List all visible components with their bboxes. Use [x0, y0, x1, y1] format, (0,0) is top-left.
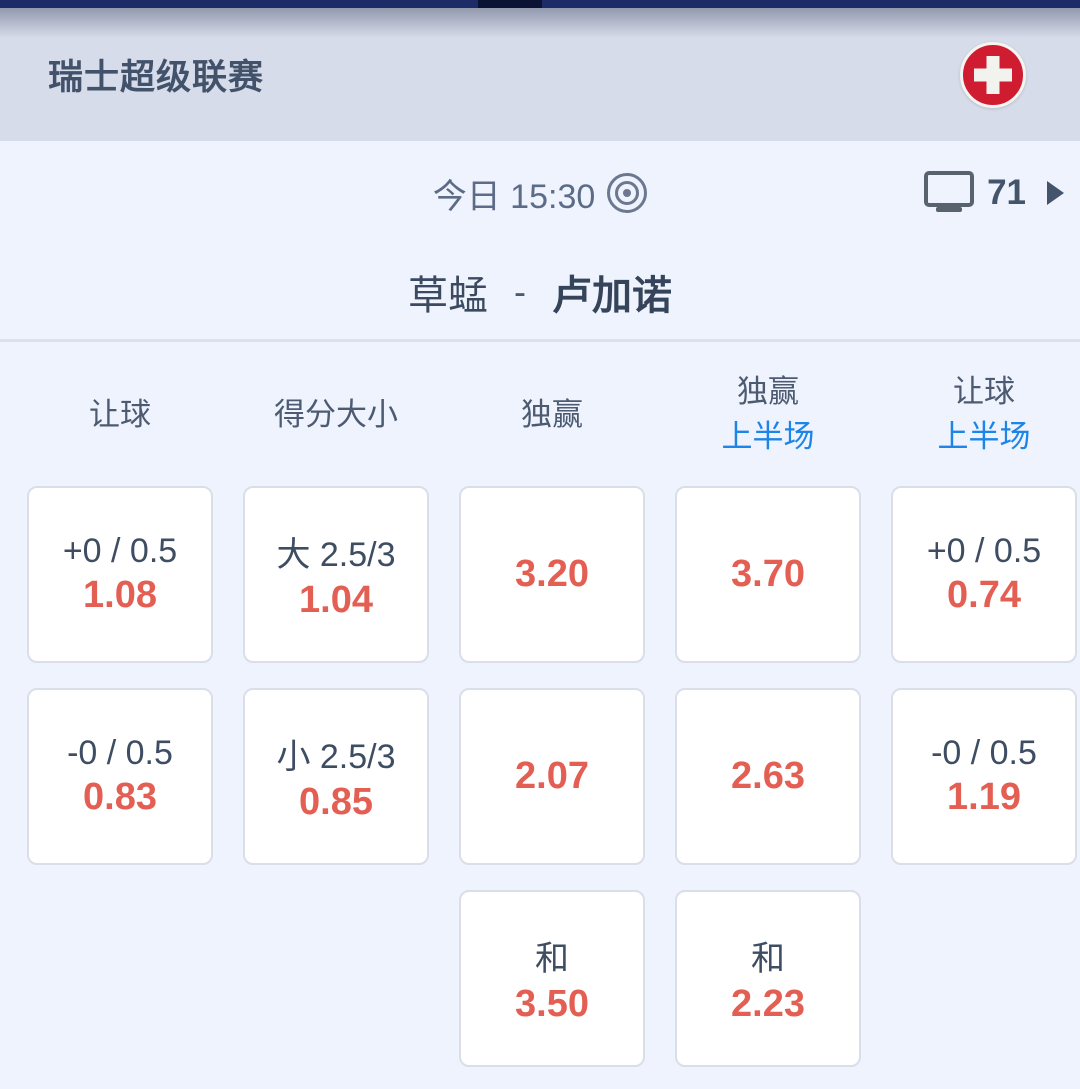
market-header-subtitle: 上半场	[721, 419, 815, 454]
flag-cross-horizontal	[974, 68, 1012, 81]
status-bar	[0, 0, 1080, 8]
market-header-label: 让球	[953, 374, 1015, 409]
tv-icon-stand	[936, 207, 963, 212]
odds-line-label: 大 2.5/3	[276, 536, 396, 574]
market-header-3: 独赢	[459, 392, 645, 437]
match-time-label: 今日 15:30	[432, 177, 596, 216]
odds-value: 1.08	[83, 574, 157, 616]
odds-cell-r2-c3[interactable]: 2.07	[459, 688, 645, 865]
odds-cell-empty	[27, 890, 213, 1067]
camera-notch	[478, 0, 542, 8]
teams-row: 草蜢 - 卢加诺	[0, 245, 1080, 339]
odds-cell-r1-c2[interactable]: 大 2.5/3 1.04	[243, 486, 429, 663]
odds-cell-r2-c5[interactable]: -0 / 0.5 1.19	[891, 688, 1077, 865]
odds-line-label: 和	[535, 940, 569, 978]
chevron-right-icon	[1047, 181, 1064, 205]
market-header-subtitle: 上半场	[937, 419, 1031, 454]
odds-cell-empty	[891, 890, 1077, 1067]
channel-count: 71	[987, 173, 1026, 212]
swiss-flag-icon	[960, 41, 1026, 108]
odds-cell-r1-c5[interactable]: +0 / 0.5 0.74	[891, 486, 1077, 663]
bullseye-middle-ring	[615, 181, 640, 205]
odds-value: 0.85	[299, 781, 373, 823]
market-header-2: 得分大小	[243, 392, 429, 437]
odds-cell-r3-c4[interactable]: 和 2.23	[675, 890, 861, 1067]
odds-value: 3.50	[515, 983, 589, 1025]
league-header: 瑞士超级联赛	[0, 8, 1080, 141]
league-title: 瑞士超级联赛	[48, 58, 265, 97]
bullseye-center-dot	[623, 189, 632, 197]
odds-cell-r3-c3[interactable]: 和 3.50	[459, 890, 645, 1067]
section-divider	[0, 339, 1080, 342]
market-header-5: 让球 上半场	[891, 369, 1077, 459]
market-header-label: 独赢	[737, 374, 799, 409]
match-time-row: 今日 15:30 71	[0, 141, 1080, 245]
market-header-label: 独赢	[521, 396, 583, 432]
odds-cell-r1-c3[interactable]: 3.20	[459, 486, 645, 663]
odds-value: 1.04	[299, 579, 373, 621]
tv-channels-button[interactable]: 71	[924, 141, 1064, 245]
markets-header-row: 让球 得分大小 独赢 独赢 上半场 让球 上半场	[0, 342, 1080, 486]
odds-value: 1.19	[947, 776, 1021, 818]
odds-value: 2.23	[731, 983, 805, 1025]
odds-cell-r1-c1[interactable]: +0 / 0.5 1.08	[27, 486, 213, 663]
team-separator: -	[514, 271, 526, 312]
odds-line-label: 小 2.5/3	[276, 738, 396, 776]
away-team-name: 卢加诺	[552, 274, 672, 318]
odds-value: 3.20	[515, 553, 589, 595]
odds-line-label: +0 / 0.5	[62, 532, 178, 570]
home-team-name: 草蜢	[408, 274, 488, 318]
odds-cell-r2-c4[interactable]: 2.63	[675, 688, 861, 865]
odds-value: 2.07	[515, 755, 589, 797]
market-header-label: 让球	[89, 396, 151, 432]
odds-line-label: -0 / 0.5	[67, 734, 173, 772]
odds-cell-r2-c1[interactable]: -0 / 0.5 0.83	[27, 688, 213, 865]
odds-line-label: -0 / 0.5	[931, 734, 1037, 772]
market-header-1: 让球	[27, 392, 213, 437]
odds-value: 2.63	[731, 755, 805, 797]
odds-grid: +0 / 0.5 1.08 大 2.5/3 1.04 3.20 3.70 +0 / 0.5 0…	[0, 486, 1080, 1067]
odds-line-label: 和	[751, 940, 785, 978]
odds-value: 3.70	[731, 553, 805, 595]
bullseye-icon	[607, 173, 648, 213]
odds-cell-empty	[243, 890, 429, 1067]
odds-value: 0.83	[83, 776, 157, 818]
odds-cell-r2-c2[interactable]: 小 2.5/3 0.85	[243, 688, 429, 865]
tv-icon	[924, 171, 975, 212]
market-header-4: 独赢 上半场	[675, 369, 861, 459]
odds-line-label: +0 / 0.5	[926, 532, 1042, 570]
odds-cell-r1-c4[interactable]: 3.70	[675, 486, 861, 663]
market-header-label: 得分大小	[274, 396, 398, 432]
odds-value: 0.74	[947, 574, 1021, 616]
